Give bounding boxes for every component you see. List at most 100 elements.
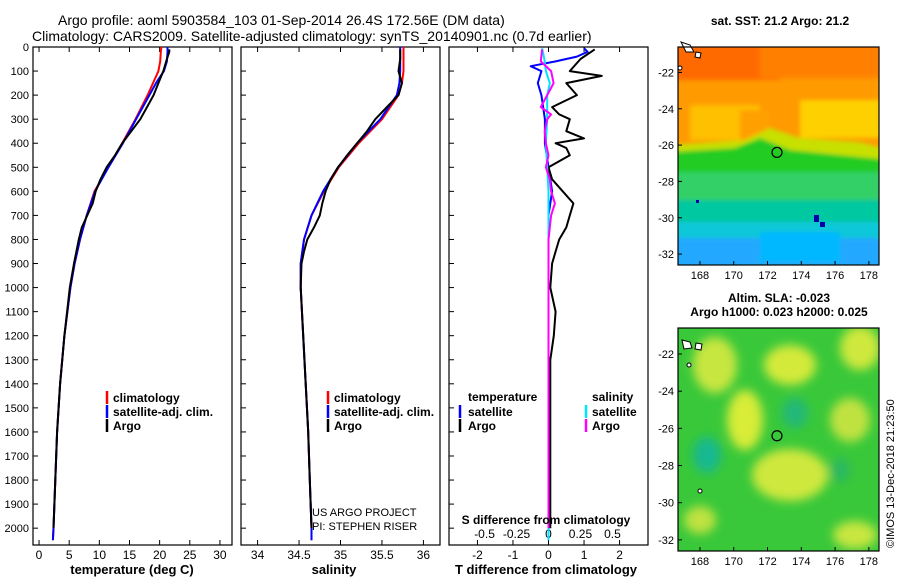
sla-low-patch [693,437,721,473]
sla-high-patch [840,328,879,370]
island-shape [681,339,693,350]
lat-tick-label: -32 [658,535,674,547]
sst-cold-spot [696,200,699,203]
imos-credit: ©IMOS 13-Dec-2018 21:23:50 [885,399,897,548]
sla-high-patch [833,521,877,549]
depth-tick-label: 0 [23,42,29,54]
sla-high-patch [693,337,737,393]
temperature-plot: 0 5 10 15 20 25 30 [36,46,227,562]
sla-map-subtitle: Argo h1000: 0.023 h2000: 0.025 [690,305,868,319]
salinity-xlabel: salinity [312,562,358,577]
island-shape [694,51,702,59]
lat-tick-label: -24 [658,386,674,398]
depth-tick-label: 600 [11,186,29,198]
profile-location-marker [771,146,783,158]
lon-tick-label: 172 [758,270,776,282]
x-tick-label: 5 [66,548,73,562]
x-tick-label: 34.5 [287,548,311,562]
temperature-difference-xlabel: T difference from climatology [455,562,638,577]
lon-tick-label: 178 [860,556,878,568]
t-diff-tick-label: -1 [508,548,519,562]
lat-tick-label: -30 [658,213,674,225]
lon-tick-label: 168 [691,270,709,282]
series-line-argo [52,49,171,529]
depth-tick-label: 1900 [5,499,29,511]
depth-tick-label: 1600 [5,427,29,439]
depth-tick-label: 1300 [5,355,29,367]
sst-teal-band [678,200,879,225]
lat-tick-label: -22 [658,349,674,361]
x-tick-label: 36 [417,548,431,562]
x-tick-label: 34 [251,548,265,562]
x-tick-label: 30 [213,548,227,562]
lon-tick-label: 170 [725,270,743,282]
lon-tick-label: 170 [725,556,743,568]
x-tick-label: 20 [153,548,167,562]
lat-tick-label: -32 [658,249,674,261]
island-shape [686,362,692,368]
lon-tick-label: 178 [860,270,878,282]
lon-tick-label: 176 [826,270,844,282]
island-shape [697,488,703,494]
sst-heatmap [678,47,879,265]
salinity-plot: 34 34.5 35 35.5 36 [251,47,431,562]
salinity-legend: climatology satellite-adj. clim. Argo US… [312,391,434,533]
legend-label-t-argo: Argo [468,419,496,433]
lat-tick-label: -26 [658,423,674,435]
sst-green-band [678,172,879,202]
lat-tick-label: -28 [658,461,674,473]
s-diff-tick-label: -0.5 [474,527,495,541]
lat-tick-label: -30 [658,498,674,510]
series-line-argo [299,49,403,529]
legend-label-s-argo: Argo [592,419,620,433]
x-tick-label: 15 [123,548,137,562]
sla-high-patch [684,506,716,534]
depth-tick-label: 700 [11,210,29,222]
depth-tick-label: 1800 [5,475,29,487]
lon-tick-label: 174 [792,270,810,282]
lat-tick-label: -24 [658,104,674,116]
legend-label-satellite: satellite-adj. clim. [334,405,434,419]
sst-cold-spot [820,222,825,227]
sla-islands [681,339,703,494]
x-tick-label: 0 [36,548,43,562]
lat-tick-label: -28 [658,176,674,188]
legend-title-temperature: temperature [468,390,538,404]
figure-title-line1: Argo profile: aoml 5903584_103 01-Sep-20… [58,12,505,28]
sst-map-frame [677,46,880,266]
legend-label-satellite: satellite-adj. clim. [113,405,213,419]
depth-tick-label: 1100 [5,307,29,319]
depth-tick-label: 800 [11,234,29,246]
s-diff-tick-label: -0.25 [503,527,531,541]
profile-location-marker [771,430,783,442]
sst-cold-spot [814,215,819,222]
depth-tick-label: 1700 [5,451,29,463]
depth-tick-label: 900 [11,259,29,271]
project-annotation-line2: PI: STEPHEN RISER [312,521,417,533]
legend-label-s-satellite: satellite [592,405,637,419]
sla-low-patch [830,458,850,482]
sst-map-axes: 168 170 172 174 176 178 -22 -24 -26 -28 -30 -32 [658,67,878,282]
sst-warm-patch [760,47,879,78]
lat-tick-label: -22 [658,67,674,79]
sla-heatmap [678,328,879,551]
t-diff-tick-label: 1 [581,548,588,562]
lon-tick-label: 168 [691,556,709,568]
s-diff-tick-label: 0.5 [604,527,621,541]
depth-tick-label: 200 [11,90,29,102]
depth-axis: 0 100 200 300 400 500 600 700 800 900 1000 1100 1200… [5,42,454,535]
difference-plot: -2 -1 0 1 2-0.5 -0.25 0 0.25 0.5 [472,47,623,562]
t-diff-tick-label: -2 [472,548,483,562]
t-diff-tick-label: 0 [545,548,552,562]
salinity-panel-frame [240,46,441,546]
sst-patch [760,232,840,262]
legend-label-climatology: climatology [334,391,401,405]
depth-tick-label: 300 [11,114,29,126]
sla-low-patch [782,398,808,428]
depth-tick-label: 1400 [5,379,29,391]
sla-high-patch [752,449,828,501]
s-diff-tick-label: 0.25 [569,527,593,541]
depth-tick-label: 2000 [5,523,29,535]
